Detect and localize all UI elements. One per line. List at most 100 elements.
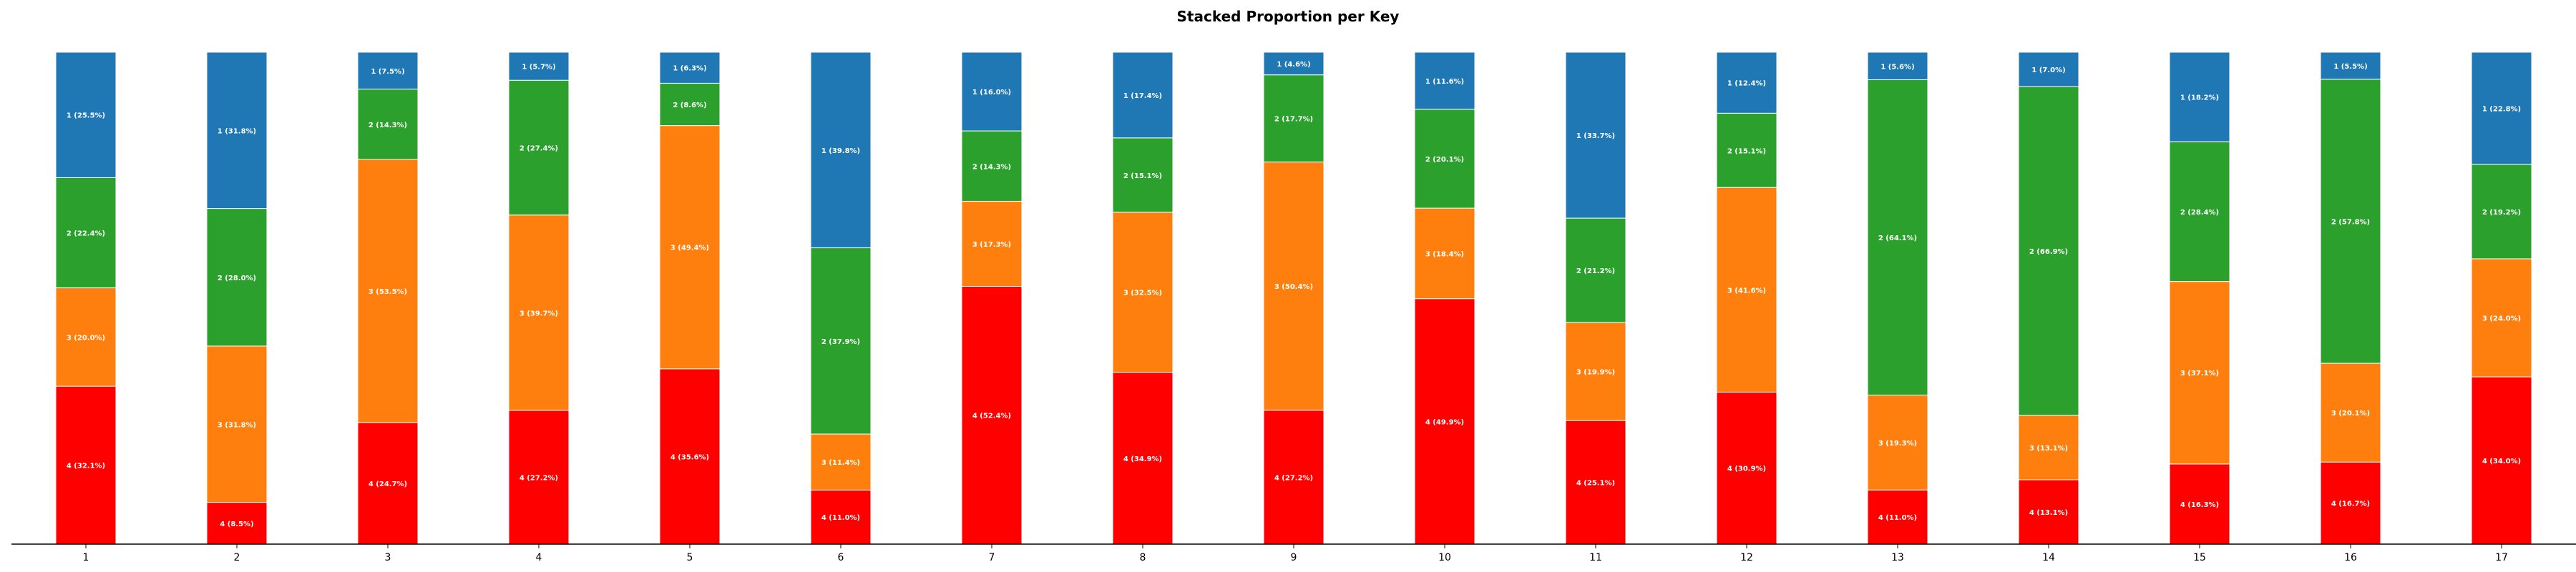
bar-segment [206,208,268,347]
x-tick-label: 1 [83,552,89,563]
bar-segment-label: 1 (5.5%) [2333,63,2367,71]
bar-segment-label: 1 (31.8%) [218,127,256,135]
bar-segment [659,125,721,370]
x-tick-label: 7 [989,552,995,563]
bar-segment-label: 2 (15.1%) [1123,172,1162,180]
bar-segment [2471,258,2532,378]
bar-segment-label: 2 (27.4%) [519,144,558,152]
bar-segment [1112,51,1174,139]
bar-segment-label: 3 (31.8%) [218,421,256,429]
bar-segment [1867,51,1928,81]
x-ticks-layer: 1 2 3 4 5 6 7 8 9 10 11 12 13 14 15 16 17 [83,544,2508,563]
bar-segment [2471,51,2532,165]
bar-segment-label: 2 (66.9%) [2029,248,2068,256]
bar-segment [810,51,872,249]
bar-segment-label: 2 (8.6%) [673,102,706,109]
x-tick-label: 17 [2495,552,2508,563]
bar-segment [508,79,570,216]
bar-segment-label: 3 (49.4%) [670,245,709,252]
bar-segment [508,410,570,545]
bar-segment [2169,141,2230,282]
bar-segment [2169,281,2230,465]
bar-segment-label: 2 (22.4%) [67,230,105,237]
bar-segment-label: 3 (32.5%) [1123,290,1162,297]
x-tick-label: 9 [1291,552,1297,563]
x-tick-label: 4 [536,552,542,563]
bar-segment [2320,363,2381,463]
bar-segment-label: 2 (17.7%) [1274,116,1313,124]
bar-segment [55,51,117,178]
bar-segment-label: 1 (6.3%) [673,65,706,73]
bar-segment [2471,376,2532,545]
bar-segment [1565,51,1626,219]
bar-segment-label: 1 (25.5%) [67,112,105,120]
bar-segment-label: 1 (18.2%) [2180,94,2219,102]
bar-segment-label: 2 (28.4%) [2180,209,2219,217]
bar-segment-label: 2 (20.1%) [1425,156,1464,164]
bar-segment [1867,489,1928,545]
bar-segment-label: 2 (64.1%) [1878,235,1917,242]
bar-segment [1112,372,1174,545]
x-tick-label: 5 [687,552,693,563]
bars-layer: 4 (32.1%) 3 (20.0%) 2 (22.4%) 1 (25.5%) 4 (8… [55,51,2532,545]
bar-segment [2320,461,2381,545]
bar-segment [2169,463,2230,545]
bar-segment-label: 3 (19.9%) [1576,369,1615,377]
bar-segment-label: 3 (20.1%) [2331,410,2370,418]
x-tick-label: 10 [1438,552,1451,563]
bar-segment-label: 3 (13.1%) [2029,445,2068,453]
bar-segment [357,89,419,160]
bar-segment-label: 4 (34.0%) [2482,458,2521,465]
bar-segment-label: 1 (16.0%) [972,89,1011,97]
bar-segment-label: 2 (15.1%) [1727,147,1766,155]
x-tick-label: 11 [1589,552,1602,563]
bar-segment-label: 1 (12.4%) [1727,80,1766,88]
bar-segment-label: 1 (7.5%) [371,68,404,76]
x-tick-label: 2 [234,552,240,563]
bar-segment [1263,410,1324,545]
bar-segment-label: 4 (13.1%) [2029,509,2068,517]
bar-segment [961,130,1023,202]
bar-segment-label: 3 (24.0%) [2482,315,2521,323]
bar-segment-label: 3 (39.7%) [519,310,558,317]
bar-segment-label: 3 (17.3%) [972,241,1011,249]
bar-segment [1716,112,1777,188]
bar-segment-label: 1 (33.7%) [1576,132,1615,140]
bar-segment [206,345,268,503]
bar-segment [1716,51,1777,114]
bar-segment [1414,298,1475,545]
bar-segment-label: 2 (21.2%) [1576,267,1615,275]
bar-segment-label: 3 (50.4%) [1274,283,1313,291]
bar-segment [357,159,419,423]
bar-segment [1263,74,1324,163]
bar-segment [2169,51,2230,142]
bar-segment [2018,479,2079,545]
bar-segment-label: 3 (20.0%) [67,334,105,342]
bar-segment [1414,207,1475,300]
bar-segment-label: 4 (27.2%) [519,474,558,482]
bar-segment-label: 3 (41.6%) [1727,287,1766,295]
bar-segment [2320,51,2381,80]
bar-segment-label: 3 (11.4%) [821,459,860,467]
bar-segment [2018,51,2079,87]
bar-segment-label: 3 (37.1%) [2180,370,2219,378]
x-tick-label: 15 [2193,552,2206,563]
x-tick-label: 8 [1140,552,1146,563]
bar-segment [810,247,872,435]
bar-segment [55,385,117,545]
x-tick-label: 6 [838,552,844,563]
bar-segment-label: 4 (32.1%) [67,463,105,470]
x-tick-label: 16 [2344,552,2357,563]
bar-segment-label: 1 (11.6%) [1425,78,1464,86]
bar-segment-label: 4 (11.0%) [1878,514,1917,522]
bar-segment-label: 1 (22.8%) [2482,105,2521,113]
bar-segment-label: 1 (5.7%) [522,64,555,72]
x-tick-label: 12 [1740,552,1753,563]
bar-segment-label: 2 (14.3%) [369,122,407,129]
bar-segment [2471,164,2532,260]
bar-segment-label: 2 (28.0%) [218,275,256,282]
bar-segment-label: 4 (16.3%) [2180,501,2219,509]
bar-segment-label: 4 (24.7%) [369,480,407,488]
